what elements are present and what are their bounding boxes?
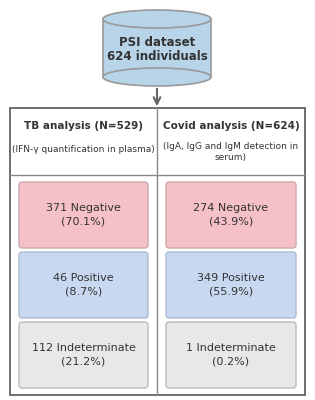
Ellipse shape — [103, 68, 211, 86]
Text: 112 Indeterminate
(21.2%): 112 Indeterminate (21.2%) — [32, 343, 135, 367]
Ellipse shape — [103, 10, 211, 28]
FancyBboxPatch shape — [166, 182, 296, 248]
FancyBboxPatch shape — [19, 252, 148, 318]
Text: Covid analysis (N=624): Covid analysis (N=624) — [163, 121, 299, 131]
Text: (IgA, IgG and IgM detection in
serum): (IgA, IgG and IgM detection in serum) — [163, 142, 299, 162]
Text: 349 Positive
(55.9%): 349 Positive (55.9%) — [197, 273, 265, 297]
Text: 624 individuals: 624 individuals — [106, 50, 207, 62]
FancyBboxPatch shape — [10, 108, 305, 395]
Text: TB analysis (N=529): TB analysis (N=529) — [24, 121, 143, 131]
Text: 371 Negative
(70.1%): 371 Negative (70.1%) — [46, 203, 121, 227]
FancyBboxPatch shape — [166, 322, 296, 388]
FancyBboxPatch shape — [166, 252, 296, 318]
Text: PSI dataset: PSI dataset — [119, 36, 195, 48]
Text: (IFN-γ quantification in plasma): (IFN-γ quantification in plasma) — [12, 146, 155, 154]
FancyBboxPatch shape — [19, 182, 148, 248]
FancyBboxPatch shape — [19, 322, 148, 388]
Text: 1 Indeterminate
(0.2%): 1 Indeterminate (0.2%) — [186, 343, 276, 367]
Text: 274 Negative
(43.9%): 274 Negative (43.9%) — [193, 203, 269, 227]
FancyBboxPatch shape — [103, 19, 211, 77]
Text: 46 Positive
(8.7%): 46 Positive (8.7%) — [53, 273, 114, 297]
